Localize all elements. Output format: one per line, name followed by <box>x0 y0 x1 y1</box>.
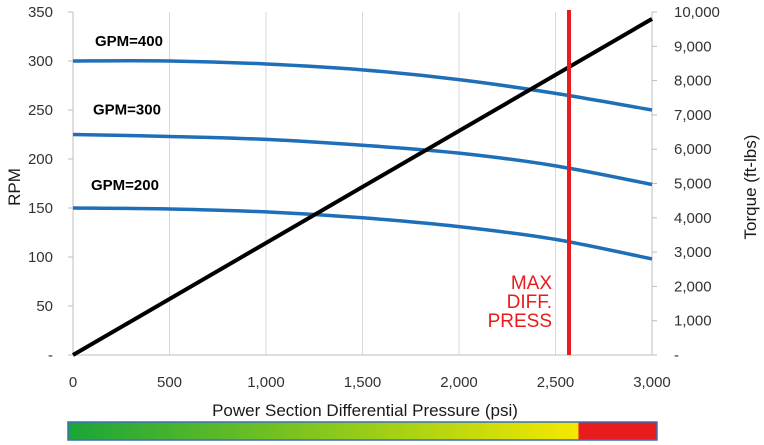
y2-tick-label: 9,000 <box>674 38 712 55</box>
annotation-text: MAX <box>511 273 553 294</box>
colorbar-border <box>67 421 658 441</box>
rpm-curve-line <box>72 59 653 112</box>
y-tick-label: 350 <box>28 4 53 21</box>
y-tick-label: 150 <box>28 200 53 217</box>
y-tick-label: 250 <box>28 102 53 119</box>
pressure-colorbar <box>67 421 658 441</box>
annotation-text: DIFF. <box>507 292 552 313</box>
y2-tick-label: 4,000 <box>674 210 712 227</box>
x-tick-label: 1,000 <box>247 374 285 391</box>
x-tick-label: 0 <box>69 374 77 391</box>
y2-tick-label: 6,000 <box>674 141 712 158</box>
y-tick-label: 200 <box>28 151 53 168</box>
series-label: GPM=300 <box>93 102 161 119</box>
x-tick-label: 2,500 <box>537 374 575 391</box>
rpm-curve-line <box>72 206 653 261</box>
y2-axis-title: Torque (ft-lbs) <box>741 135 760 240</box>
x-tick-label: 500 <box>157 374 182 391</box>
colorbar-gradient-segment <box>68 422 579 440</box>
y-axis-title: RPM <box>5 168 24 206</box>
torque-line <box>71 17 654 357</box>
y2-tick-label: 10,000 <box>674 4 720 21</box>
axes: 0 500 1,000 1,500 2,000 2,500 3,000-5010015020… <box>28 4 720 391</box>
y-tick-label: - <box>48 347 53 364</box>
y2-tick-label: 7,000 <box>674 107 712 124</box>
y2-tick-label: 5,000 <box>674 176 712 193</box>
colorbar-red-segment <box>578 422 657 440</box>
x-tick-label: 1,500 <box>344 374 382 391</box>
y2-tick-label: 1,000 <box>674 313 712 330</box>
series-labels: GPM=400 GPM=300 GPM=200 <box>91 33 163 194</box>
y-tick-label: 100 <box>28 249 53 266</box>
y2-tick-label: 3,000 <box>674 244 712 261</box>
y-tick-label: 300 <box>28 53 53 70</box>
y2-tick-label: - <box>674 347 679 364</box>
y2-tick-label: 8,000 <box>674 73 712 90</box>
x-tick-label: 2,000 <box>440 374 478 391</box>
series-lines <box>71 17 654 357</box>
series-label: GPM=400 <box>95 33 163 50</box>
rpm-curve-line <box>72 132 653 187</box>
annotation-text: PRESS <box>488 311 552 332</box>
series-label: GPM=200 <box>91 177 159 194</box>
x-axis-title: Power Section Differential Pressure (psi… <box>212 401 518 420</box>
x-tick-label: 3,000 <box>633 374 671 391</box>
y2-tick-label: 2,000 <box>674 278 712 295</box>
y-tick-label: 50 <box>36 298 53 315</box>
